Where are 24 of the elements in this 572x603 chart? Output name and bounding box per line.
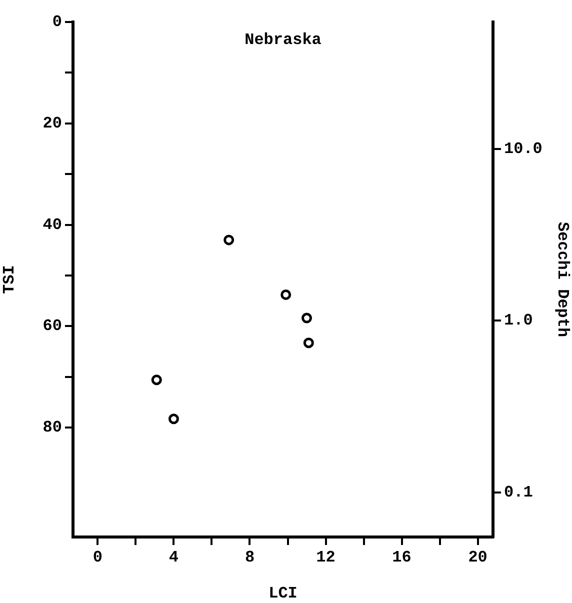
y-tick-label: 40 xyxy=(42,216,62,234)
x-tick-label: 20 xyxy=(468,548,488,567)
y2-tick-label: 10.0 xyxy=(504,140,542,158)
x-tick-label: 0 xyxy=(92,548,103,567)
y2-axis-title: Secchi Depth xyxy=(553,222,572,338)
x-tick-label: 16 xyxy=(392,548,412,567)
y-tick-label: 80 xyxy=(42,418,62,437)
y-tick-label: 20 xyxy=(42,114,62,132)
point xyxy=(302,312,312,324)
point xyxy=(151,374,162,386)
y2-tick-label: 0.1 xyxy=(504,483,533,502)
point xyxy=(303,338,314,348)
x-axis-title: LCI xyxy=(268,584,298,602)
x-tick-label: 4 xyxy=(168,548,179,567)
x-tick-label: 12 xyxy=(316,548,336,567)
text: Nebraska xyxy=(244,31,322,50)
point xyxy=(224,234,234,246)
y-tick-label: 60 xyxy=(42,317,62,336)
y-tick-label: 0 xyxy=(52,13,62,32)
point xyxy=(168,414,179,424)
x-tick-label: 8 xyxy=(244,548,255,567)
y-axis-title: TSI xyxy=(0,265,19,294)
point xyxy=(280,289,292,300)
y2-tick-label: 1.0 xyxy=(504,312,533,330)
